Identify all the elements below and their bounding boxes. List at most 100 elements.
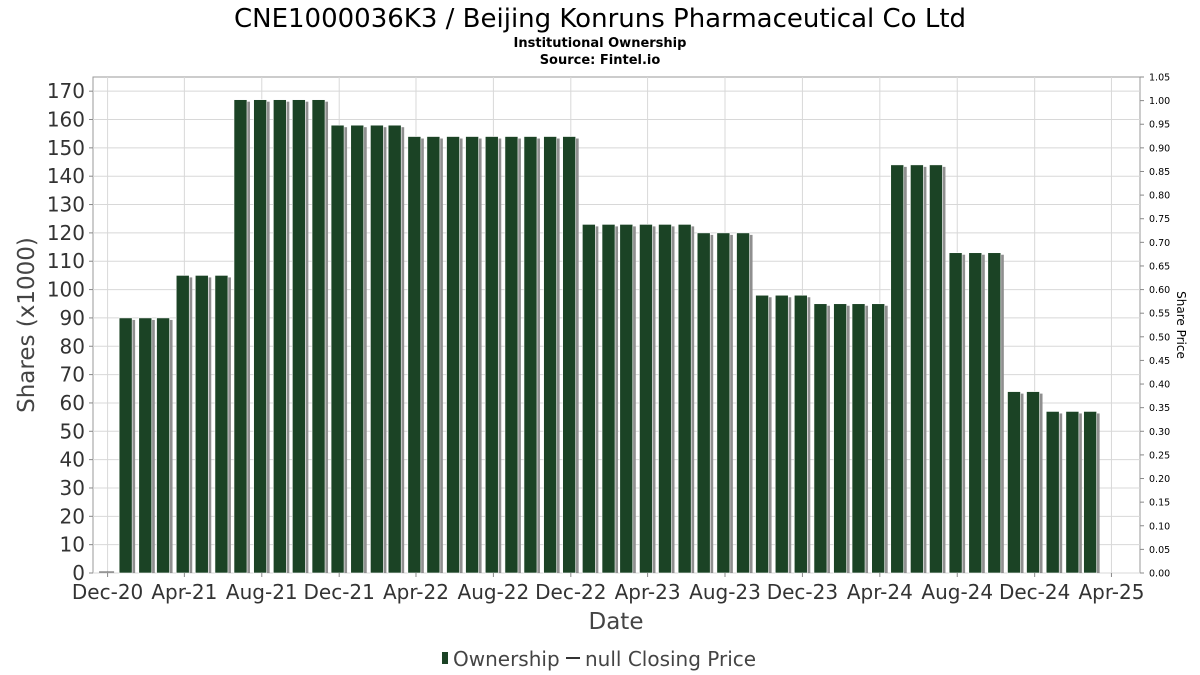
ownership-bar: [330, 124, 345, 574]
ownership-bar: [175, 275, 190, 574]
ownership-bar: [350, 124, 365, 574]
left-tick-label: 130: [47, 193, 85, 217]
ownership-bar: [968, 252, 983, 574]
left-tick-label: 140: [47, 164, 85, 188]
ownership-bar: [138, 317, 153, 574]
ownership-bar: [1026, 391, 1040, 574]
ownership-bar: [1083, 411, 1097, 574]
ownership-bar: [755, 294, 769, 574]
right-tick-label: 0.10: [1149, 521, 1170, 532]
ownership-bar: [426, 136, 441, 574]
left-tick-label: 150: [47, 136, 85, 160]
ownership-bar: [813, 303, 828, 574]
left-tick-label: 20: [60, 504, 85, 528]
x-tick-label: Dec-22: [535, 580, 606, 604]
ownership-bar: [465, 136, 479, 574]
ownership-bar: [582, 224, 596, 574]
right-tick-label: 0.35: [1149, 403, 1170, 414]
right-tick-label: 0.25: [1149, 450, 1170, 461]
right-tick-label: 0.90: [1149, 143, 1170, 154]
ownership-bar: [446, 136, 460, 574]
ownership-bar: [233, 99, 248, 574]
right-tick-label: 0.65: [1149, 261, 1170, 272]
ownership-bar: [639, 224, 653, 574]
right-axis-ticks: 0.00 0.05 0.10 0.15 0.20 0.25 0.30 0.35 0.40 0.45…: [1140, 73, 1170, 580]
x-tick-label: Dec-20: [72, 580, 143, 604]
ownership-bar: [929, 164, 943, 574]
x-tick-label: Aug-23: [689, 580, 761, 604]
ownership-bar: [194, 275, 209, 574]
legend: Ownership null Closing Price: [442, 647, 756, 671]
right-tick-label: 1.05: [1149, 73, 1170, 84]
x-tick-label: Apr-24: [847, 580, 913, 604]
left-tick-label: 0: [72, 561, 85, 585]
right-tick-label: 0.80: [1149, 191, 1170, 202]
ownership-bar: [370, 124, 384, 574]
x-tick-label: Dec-21: [304, 580, 375, 604]
left-tick-label: 110: [47, 249, 85, 273]
ownership-bar: [948, 252, 963, 574]
right-tick-label: 0.95: [1149, 120, 1170, 131]
x-axis-label: Date: [589, 609, 644, 635]
ownership-bar: [851, 303, 866, 574]
ownership-bar: [910, 164, 924, 574]
x-tick-label: Aug-24: [921, 580, 993, 604]
ownership-bar: [987, 252, 1002, 574]
ownership-bar: [407, 136, 422, 574]
ownership-bar: [562, 136, 576, 574]
ownership-bar: [736, 232, 750, 574]
ownership-bar: [833, 303, 847, 574]
ownership-bar: [543, 136, 557, 574]
right-tick-label: 0.70: [1149, 238, 1170, 249]
right-tick-label: 0.55: [1149, 309, 1170, 320]
x-tick-label: Apr-21: [151, 580, 217, 604]
left-tick-label: 40: [60, 448, 85, 472]
legend-ownership-swatch: [442, 652, 448, 664]
chart-title: CNE1000036K3 / Beijing Konruns Pharmaceu…: [234, 4, 966, 34]
x-tick-label: Aug-21: [226, 580, 298, 604]
left-tick-label: 120: [47, 221, 85, 245]
right-tick-label: 0.20: [1149, 474, 1170, 485]
ownership-bar: [1007, 391, 1021, 574]
left-tick-label: 170: [47, 79, 85, 103]
ownership-bar: [156, 317, 170, 574]
left-tick-label: 80: [60, 334, 85, 358]
left-tick-label: 160: [47, 108, 85, 132]
legend-ownership-label: Ownership: [453, 647, 560, 671]
left-tick-label: 90: [60, 306, 85, 330]
x-tick-label: Apr-25: [1078, 580, 1144, 604]
ownership-bar: [387, 124, 402, 574]
right-tick-label: 0.30: [1149, 427, 1170, 438]
ownership-bar: [696, 232, 711, 574]
ownership-bar: [273, 99, 287, 574]
ownership-bar: [523, 136, 538, 574]
left-tick-label: 100: [47, 278, 85, 302]
x-tick-label: Dec-24: [999, 580, 1070, 604]
left-tick-label: 50: [60, 419, 85, 443]
chart-subtitle: Institutional Ownership: [514, 36, 687, 51]
ownership-bar: [1065, 411, 1080, 574]
left-axis-ticks: 0 10 20 30 40 50 60 70 80 90 100 110 120 130 140 150 160…: [47, 79, 93, 585]
ownership-bar: [619, 224, 634, 574]
ownership-bar: [118, 317, 133, 574]
left-tick-label: 30: [60, 476, 85, 500]
ownership-bar: [658, 224, 672, 574]
x-tick-label: Dec-23: [767, 580, 838, 604]
ownership-bar: [871, 303, 886, 574]
right-tick-label: 0.05: [1149, 545, 1170, 556]
left-tick-label: 60: [60, 391, 85, 415]
y-axis-label: Shares (x1000): [14, 237, 40, 413]
ownership-bar: [292, 99, 306, 574]
right-tick-label: 0.45: [1149, 356, 1170, 367]
right-tick-label: 0.75: [1149, 214, 1170, 225]
right-tick-label: 1.00: [1149, 96, 1170, 107]
ownership-bar: [484, 136, 499, 574]
right-tick-label: 0.50: [1149, 332, 1170, 343]
right-tick-label: 0.15: [1149, 498, 1170, 509]
ownership-bar: [253, 99, 267, 574]
x-tick-label: Aug-22: [458, 580, 530, 604]
x-axis-ticks: Dec-20 Apr-21 Aug-21 Dec-21 Apr-22 Aug-22 Dec-…: [72, 573, 1144, 604]
x-tick-label: Apr-22: [383, 580, 449, 604]
ownership-bar: [890, 164, 905, 574]
